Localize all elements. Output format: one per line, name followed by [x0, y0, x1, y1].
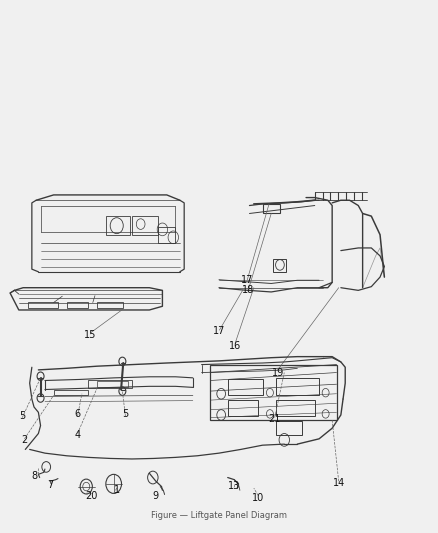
Text: 10: 10	[252, 492, 264, 503]
Text: 1: 1	[113, 484, 120, 495]
Text: 9: 9	[153, 490, 159, 500]
Text: 17: 17	[213, 326, 226, 336]
Text: 13: 13	[228, 481, 240, 491]
Text: 7: 7	[47, 480, 53, 490]
Text: 18: 18	[242, 285, 254, 295]
Text: 6: 6	[74, 409, 81, 419]
Text: 14: 14	[332, 478, 345, 488]
Text: 5: 5	[19, 411, 25, 421]
Text: Figure — Liftgate Panel Diagram: Figure — Liftgate Panel Diagram	[151, 511, 287, 520]
Text: 2: 2	[21, 435, 28, 446]
Text: 15: 15	[85, 330, 97, 341]
Text: 20: 20	[85, 490, 98, 500]
Text: 16: 16	[229, 341, 241, 351]
Text: 8: 8	[31, 471, 37, 481]
Text: 17: 17	[241, 274, 254, 285]
Text: 4: 4	[74, 430, 81, 440]
Text: 5: 5	[122, 409, 128, 419]
Text: 19: 19	[272, 368, 284, 377]
Text: 21: 21	[268, 414, 281, 424]
